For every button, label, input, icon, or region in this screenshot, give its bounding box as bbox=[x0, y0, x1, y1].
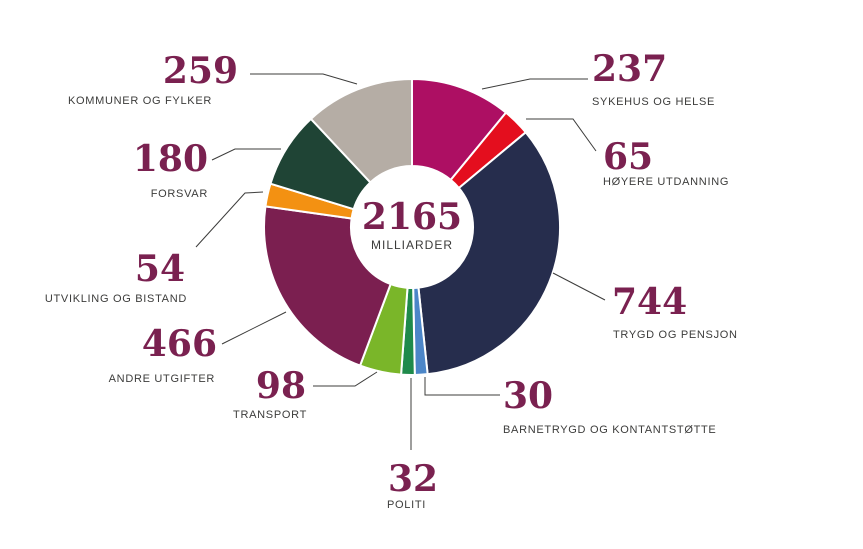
leader-trygd-og-pensjon bbox=[552, 272, 606, 301]
center-total-unit: MILLIARDER bbox=[370, 238, 454, 252]
leader-hoyere-utdanning bbox=[526, 118, 597, 152]
value-politi: 32 bbox=[388, 458, 439, 500]
segment-andre-utgifter bbox=[263, 205, 392, 367]
label-andre-utgifter: ANDRE UTGIFTER bbox=[108, 373, 215, 385]
value-trygd-og-pensjon: 744 bbox=[612, 281, 688, 323]
label-trygd-og-pensjon: TRYGD OG PENSJON bbox=[613, 329, 738, 341]
leader-barnetrygd-og-kontantstotte bbox=[424, 377, 500, 396]
label-politi: POLITI bbox=[387, 499, 427, 511]
leader-forsvar bbox=[211, 148, 281, 161]
leader-lines bbox=[195, 73, 606, 450]
center-total-value: 2165 bbox=[361, 196, 463, 238]
label-utvikling-og-bistand: UTVIKLING OG BISTAND bbox=[44, 293, 187, 305]
value-forsvar: 180 bbox=[132, 138, 208, 180]
leader-sykehus-og-helse bbox=[481, 78, 588, 90]
label-forsvar: FORSVAR bbox=[150, 188, 208, 200]
leader-andre-utgifter bbox=[221, 311, 287, 345]
label-hoyere-utdanning: HØYERE UTDANNING bbox=[603, 176, 730, 188]
leader-transport bbox=[313, 371, 378, 387]
value-kommuner-og-fylker: 259 bbox=[162, 50, 238, 92]
value-barnetrygd-og-kontantstotte: 30 bbox=[503, 375, 554, 417]
leader-kommuner-og-fylker bbox=[250, 73, 358, 85]
segment-trygd-og-pensjon bbox=[417, 131, 561, 376]
label-transport: TRANSPORT bbox=[233, 409, 307, 421]
value-hoyere-utdanning: 65 bbox=[603, 136, 654, 178]
value-utvikling-og-bistand: 54 bbox=[134, 248, 185, 290]
label-sykehus-og-helse: SYKEHUS OG HELSE bbox=[592, 96, 716, 108]
leader-utvikling-og-bistand bbox=[195, 191, 264, 248]
segment-kommuner-og-fylker bbox=[309, 78, 413, 184]
label-barnetrygd-og-kontantstotte: BARNETRYGD OG KONTANTSTØTTE bbox=[503, 424, 717, 436]
value-transport: 98 bbox=[255, 365, 306, 407]
label-kommuner-og-fylker: KOMMUNER OG FYLKER bbox=[68, 95, 213, 107]
value-andre-utgifter: 466 bbox=[141, 323, 217, 365]
value-sykehus-og-helse: 237 bbox=[592, 48, 668, 90]
donut-segments bbox=[263, 78, 561, 376]
